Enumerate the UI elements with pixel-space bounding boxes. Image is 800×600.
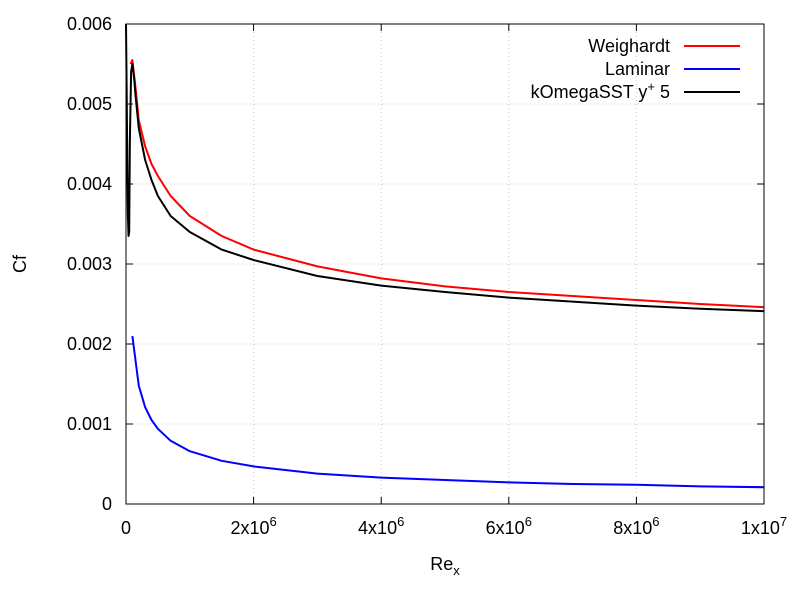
- x-tick-label: 0: [121, 518, 131, 538]
- legend-label-name: kOmegaSST y: [531, 82, 648, 102]
- grid: [126, 24, 764, 504]
- x-tick-label-base: 2x10: [230, 518, 269, 538]
- x-tick-label-exponent: 7: [780, 514, 787, 529]
- plot-frame: [125, 23, 765, 505]
- x-tick-label: 6x106: [486, 514, 532, 538]
- x-tick-label-exponent: 6: [270, 514, 277, 529]
- legend-label-tail: 5: [655, 82, 670, 102]
- y-axis-label: Cf: [10, 254, 30, 273]
- y-tick-label: 0.004: [67, 174, 112, 194]
- legend-label-superscript: +: [647, 79, 655, 94]
- x-tick-label-base: 0: [121, 518, 131, 538]
- x-tick-label-base: 8x10: [613, 518, 652, 538]
- legend-label-name: Weighardt: [588, 36, 670, 56]
- y-tick-label: 0.003: [67, 254, 112, 274]
- x-axis-label-main: Re: [430, 554, 453, 574]
- legend-label-2: kOmegaSST y+ 5: [531, 79, 670, 102]
- x-tick-label-base: 1x10: [741, 518, 780, 538]
- series-lines: [125, 23, 765, 489]
- legend-label-name: Laminar: [605, 59, 670, 79]
- x-axis-label: Rex: [430, 554, 460, 578]
- x-tick-label: 2x106: [230, 514, 276, 538]
- x-tick-label: 1x107: [741, 514, 787, 538]
- x-axis-label-subscript: x: [453, 563, 460, 578]
- legend-label-0: Weighardt: [588, 36, 670, 56]
- series-line-2: [125, 23, 765, 313]
- x-tick-label: 8x106: [613, 514, 659, 538]
- series-line-1: [131, 335, 765, 489]
- legend-label-1: Laminar: [605, 59, 670, 79]
- y-tick-label: 0.002: [67, 334, 112, 354]
- x-tick-label-exponent: 6: [525, 514, 532, 529]
- y-tick-label: 0.005: [67, 94, 112, 114]
- y-tick-label: 0.006: [67, 14, 112, 34]
- y-tick-label: 0.001: [67, 414, 112, 434]
- y-tick-label: 0: [102, 494, 112, 514]
- x-tick-label: 4x106: [358, 514, 404, 538]
- x-tick-label-exponent: 6: [397, 514, 404, 529]
- x-tick-label-base: 6x10: [486, 518, 525, 538]
- x-tick-label-exponent: 6: [652, 514, 659, 529]
- x-tick-label-base: 4x10: [358, 518, 397, 538]
